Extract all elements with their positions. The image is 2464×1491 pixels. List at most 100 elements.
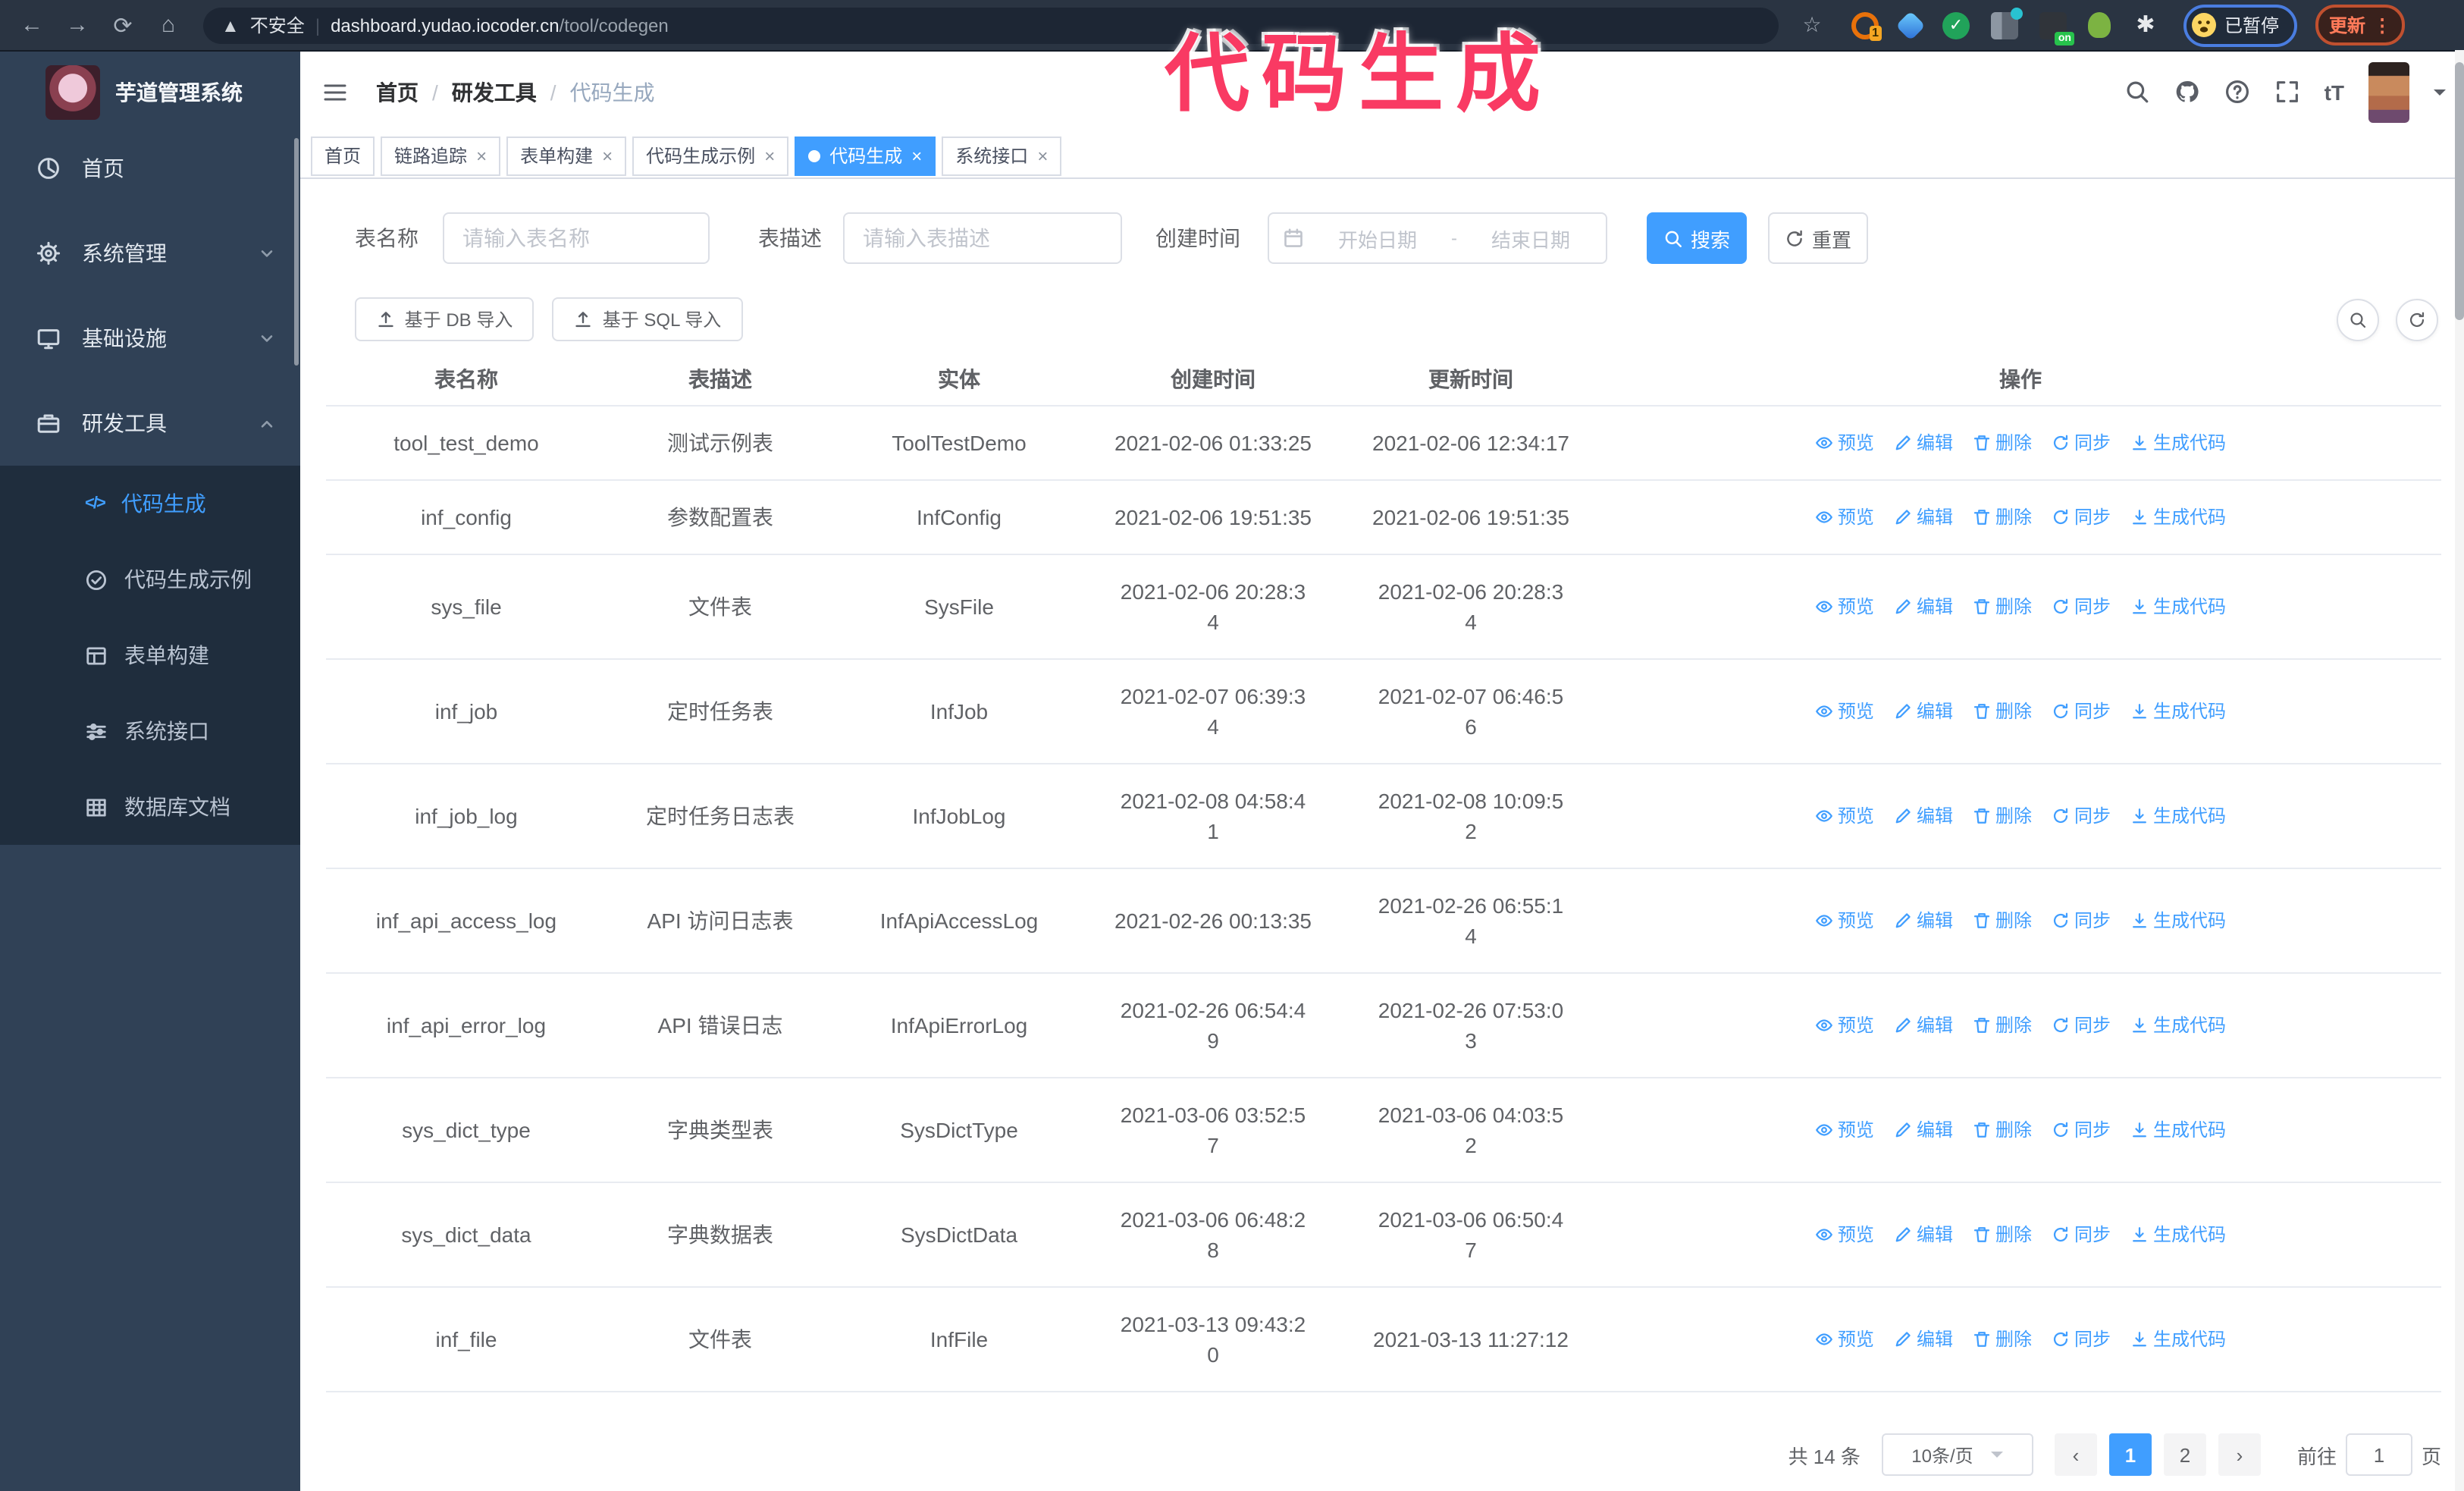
generate-code-link[interactable]: 生成代码 — [2130, 1324, 2226, 1354]
page-button-1[interactable]: 1 — [2108, 1433, 2152, 1476]
delete-link[interactable]: 删除 — [1973, 801, 2032, 831]
sync-link[interactable]: 同步 — [2052, 592, 2111, 622]
tab-codegen-example[interactable]: 代码生成示例 × — [632, 136, 789, 175]
sync-link[interactable]: 同步 — [2052, 1010, 2111, 1041]
edit-link[interactable]: 编辑 — [1894, 906, 1953, 936]
address-bar[interactable]: ▲ 不安全 | dashboard.yudao.iocoder.cn/tool/… — [203, 7, 1779, 43]
back-icon[interactable]: ← — [20, 12, 43, 38]
extension-check-icon[interactable]: ✓ — [1942, 11, 1970, 39]
date-range-picker[interactable]: 开始日期 - 结束日期 — [1268, 212, 1607, 264]
start-date-placeholder[interactable]: 开始日期 — [1337, 228, 1417, 251]
extension-puzzle-icon[interactable]: ✱ — [2136, 11, 2155, 37]
edit-link[interactable]: 编辑 — [1894, 1324, 1953, 1354]
sync-link[interactable]: 同步 — [2052, 502, 2111, 532]
preview-link[interactable]: 预览 — [1815, 428, 1874, 458]
sidebar-item-system-api[interactable]: 系统接口 — [0, 693, 300, 769]
edit-link[interactable]: 编辑 — [1894, 1115, 1953, 1145]
delete-link[interactable]: 删除 — [1973, 428, 2032, 458]
close-icon[interactable]: × — [602, 145, 613, 166]
close-icon[interactable]: × — [764, 145, 776, 166]
tab-home[interactable]: 首页 — [311, 136, 375, 175]
refresh-table-button[interactable] — [2396, 299, 2438, 341]
edit-link[interactable]: 编辑 — [1894, 696, 1953, 727]
page-button-2[interactable]: 2 — [2163, 1433, 2206, 1476]
preview-link[interactable]: 预览 — [1815, 502, 1874, 532]
import-sql-button[interactable]: 基于 SQL 导入 — [552, 297, 743, 341]
edit-link[interactable]: 编辑 — [1894, 502, 1953, 532]
tab-system-api[interactable]: 系统接口 × — [942, 136, 1062, 175]
reset-button[interactable]: 重置 — [1768, 212, 1868, 264]
generate-code-link[interactable]: 生成代码 — [2130, 906, 2226, 936]
toggle-search-button[interactable] — [2337, 299, 2379, 341]
home-icon[interactable]: ⌂ — [161, 12, 176, 38]
sync-link[interactable]: 同步 — [2052, 906, 2111, 936]
generate-code-link[interactable]: 生成代码 — [2130, 1115, 2226, 1145]
app-logo-row[interactable]: 芋道管理系统 — [0, 50, 300, 120]
preview-link[interactable]: 预览 — [1815, 801, 1874, 831]
delete-link[interactable]: 删除 — [1973, 1115, 2032, 1145]
sync-link[interactable]: 同步 — [2052, 696, 2111, 727]
delete-link[interactable]: 删除 — [1973, 1324, 2032, 1354]
sync-link[interactable]: 同步 — [2052, 1219, 2111, 1250]
preview-link[interactable]: 预览 — [1815, 696, 1874, 727]
generate-code-link[interactable]: 生成代码 — [2130, 1010, 2226, 1041]
sidebar-item-devtools[interactable]: 研发工具 — [0, 381, 300, 466]
user-avatar[interactable] — [2368, 61, 2409, 122]
close-icon[interactable]: × — [911, 145, 923, 166]
goto-page-input[interactable] — [2345, 1433, 2412, 1476]
delete-link[interactable]: 删除 — [1973, 502, 2032, 532]
page-size-select[interactable]: 10条/页 — [1881, 1433, 2033, 1476]
hamburger-icon[interactable] — [321, 80, 349, 104]
browser-profile-chip[interactable]: 已暂停 — [2183, 4, 2298, 46]
bookmark-star-icon[interactable]: ☆ — [1802, 12, 1822, 36]
generate-code-link[interactable]: 生成代码 — [2130, 502, 2226, 532]
sidebar-item-system[interactable]: 系统管理 — [0, 211, 300, 296]
browser-update-button[interactable]: 更新 ⋮ — [2315, 5, 2406, 46]
sidebar-scrollbar[interactable] — [294, 138, 299, 366]
preview-link[interactable]: 预览 — [1815, 1324, 1874, 1354]
extension-gem-icon[interactable] — [1895, 10, 1926, 40]
breadcrumb-section[interactable]: 研发工具 — [451, 80, 537, 104]
prev-page-button[interactable]: ‹ — [2054, 1433, 2097, 1476]
sidebar-item-home[interactable]: 首页 — [0, 126, 300, 211]
import-db-button[interactable]: 基于 DB 导入 — [355, 297, 534, 341]
preview-link[interactable]: 预览 — [1815, 1219, 1874, 1250]
help-icon[interactable] — [2224, 79, 2250, 105]
delete-link[interactable]: 删除 — [1973, 1219, 2032, 1250]
delete-link[interactable]: 删除 — [1973, 696, 2032, 727]
sync-link[interactable]: 同步 — [2052, 1115, 2111, 1145]
preview-link[interactable]: 预览 — [1815, 906, 1874, 936]
sidebar-item-infra[interactable]: 基础设施 — [0, 296, 300, 381]
fullscreen-icon[interactable] — [2274, 79, 2300, 105]
extension-orange-icon[interactable]: 1 — [1851, 11, 1882, 40]
edit-link[interactable]: 编辑 — [1894, 592, 1953, 622]
preview-link[interactable]: 预览 — [1815, 1010, 1874, 1041]
github-icon[interactable] — [2174, 79, 2200, 105]
generate-code-link[interactable]: 生成代码 — [2130, 592, 2226, 622]
extension-green-icon[interactable] — [2088, 12, 2111, 38]
sidebar-item-db-doc[interactable]: 数据库文档 — [0, 769, 300, 845]
close-icon[interactable]: × — [476, 145, 487, 166]
tab-codegen[interactable]: 代码生成 × — [795, 136, 936, 175]
sidebar-item-codegen[interactable]: </> 代码生成 — [0, 466, 300, 541]
generate-code-link[interactable]: 生成代码 — [2130, 696, 2226, 727]
sync-link[interactable]: 同步 — [2052, 1324, 2111, 1354]
sidebar-item-form-builder[interactable]: 表单构建 — [0, 617, 300, 693]
edit-link[interactable]: 编辑 — [1894, 428, 1953, 458]
tab-tracing[interactable]: 链路追踪 × — [381, 136, 501, 175]
generate-code-link[interactable]: 生成代码 — [2130, 801, 2226, 831]
font-size-icon[interactable]: tT — [2324, 80, 2344, 104]
generate-code-link[interactable]: 生成代码 — [2130, 428, 2226, 458]
extension-dark-icon[interactable]: on — [2039, 11, 2074, 45]
next-page-button[interactable]: › — [2218, 1433, 2261, 1476]
close-icon[interactable]: × — [1037, 145, 1049, 166]
extension-columns-icon[interactable] — [1991, 7, 2023, 39]
search-icon[interactable] — [2124, 79, 2150, 105]
generate-code-link[interactable]: 生成代码 — [2130, 1219, 2226, 1250]
edit-link[interactable]: 编辑 — [1894, 1010, 1953, 1041]
browser-menu-icon[interactable]: ⋮ — [2373, 14, 2392, 36]
tab-form-builder[interactable]: 表单构建 × — [506, 136, 627, 175]
sync-link[interactable]: 同步 — [2052, 801, 2111, 831]
scrollbar-thumb[interactable] — [2455, 62, 2464, 320]
avatar-caret-icon[interactable] — [2434, 89, 2446, 101]
